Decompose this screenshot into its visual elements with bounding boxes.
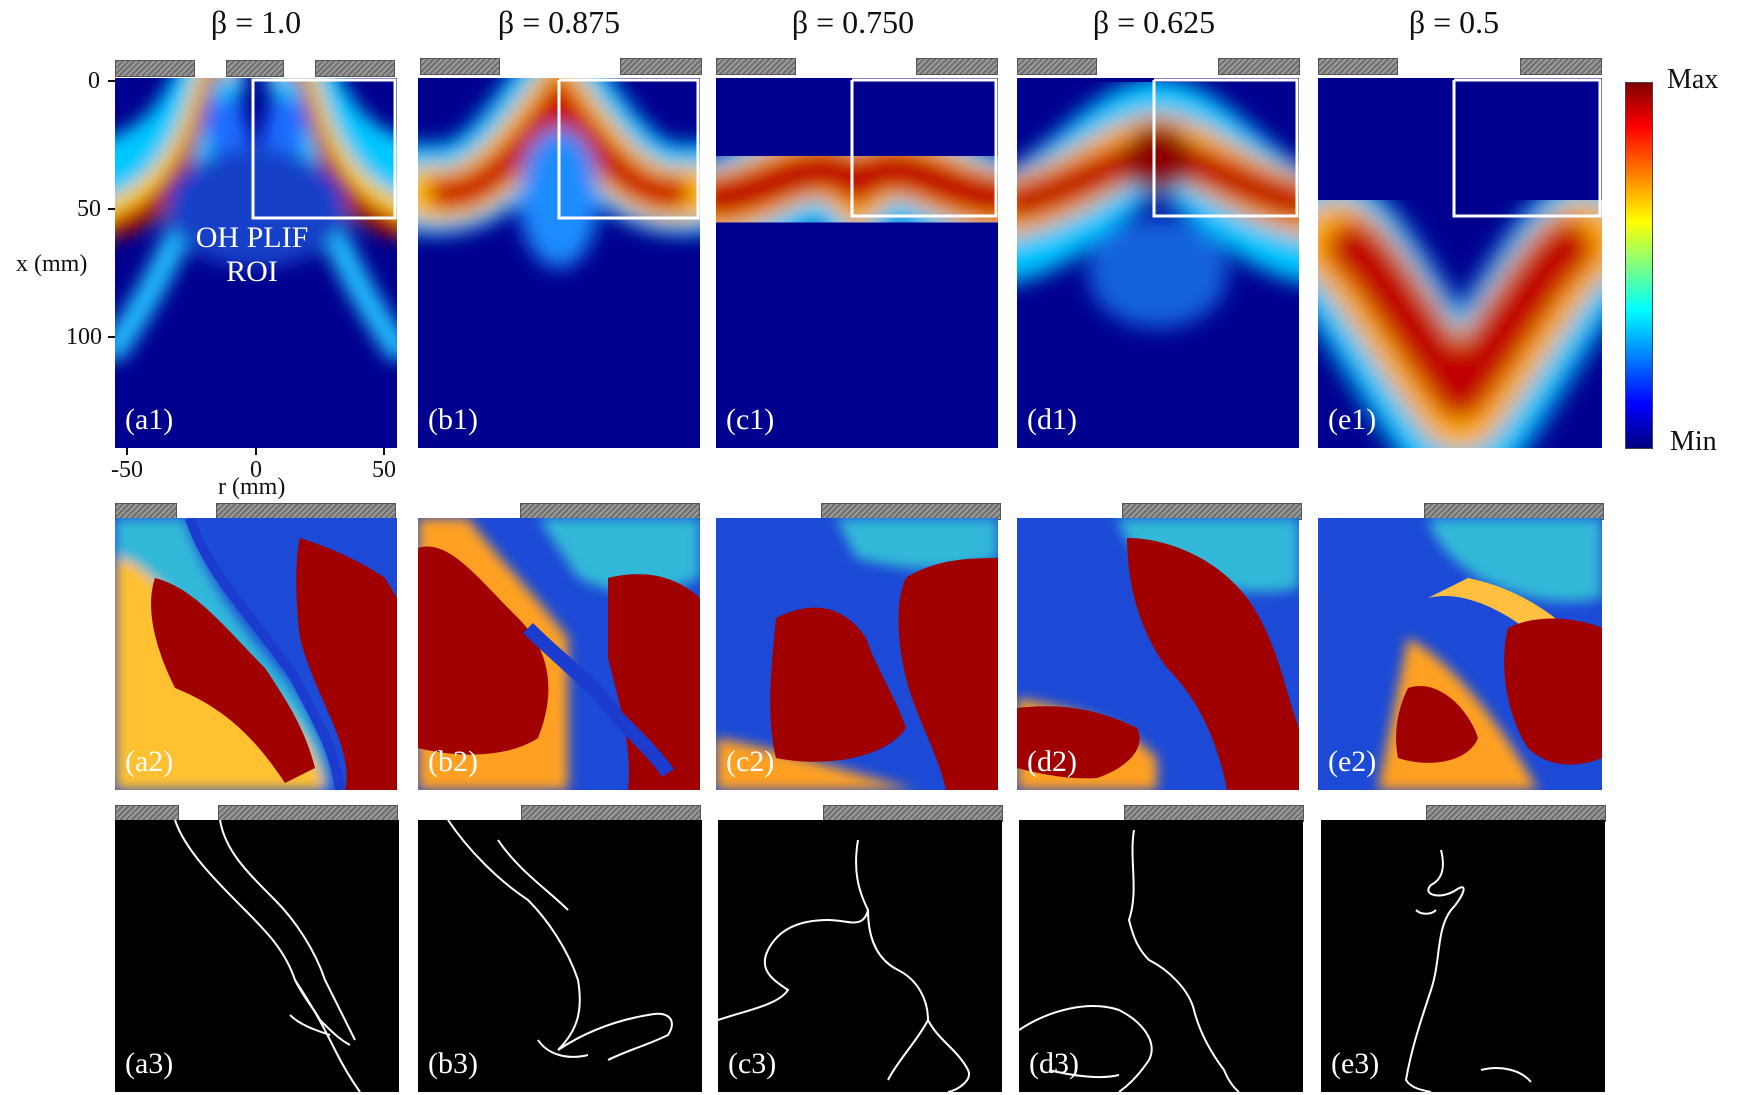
burner-bar: [315, 60, 395, 77]
panel-b3-edge-image: (b3): [418, 820, 702, 1092]
burner-bar: [1017, 58, 1097, 75]
x-tick-mark: [383, 448, 385, 455]
panel-b2-plif-image: (b2): [418, 518, 700, 790]
panel-a2-plif-image: (a2): [115, 518, 397, 790]
x-axis-label: r (mm): [218, 474, 286, 500]
panel-label-e3: (e3): [1331, 1047, 1380, 1080]
panel-label-d1: (d1): [1027, 403, 1077, 436]
x-tick-label: 50: [372, 457, 396, 483]
burner-bar: [916, 58, 998, 75]
panel-label-d2: (d2): [1027, 745, 1077, 778]
colorbar-max-label: Max: [1667, 64, 1719, 95]
burner-bar: [226, 60, 284, 77]
burner-bar: [716, 58, 796, 75]
panel-e1-average-image: (e1): [1318, 78, 1602, 448]
panel-c3-edge-image: (c3): [718, 820, 1002, 1092]
y-tick-label: 100: [66, 324, 102, 350]
panel-e3-edge-image: (e3): [1321, 820, 1605, 1092]
panel-label-c2: (c2): [726, 745, 775, 778]
panel-d1-average-image: (d1): [1017, 78, 1299, 448]
panel-label-a1: (a1): [125, 403, 174, 436]
x-tick-mark: [255, 448, 257, 455]
y-tick-label: 0: [88, 68, 100, 94]
y-tick-mark: [108, 208, 115, 210]
burner-bar: [420, 58, 500, 75]
panel-label-e2: (e2): [1328, 745, 1377, 778]
panel-d3-edge-image: (d3): [1019, 820, 1303, 1092]
y-axis-label: x (mm): [16, 251, 88, 277]
panel-a1-average-image: OH PLIF ROI (a1): [115, 78, 397, 448]
column-title-a: β = 1.0: [210, 4, 302, 40]
roi-label: OH PLIF ROI: [195, 221, 309, 288]
burner-bar: [1218, 58, 1300, 75]
panel-d2-plif-image: (d2): [1017, 518, 1299, 790]
x-tick-label: 0: [250, 457, 262, 483]
colorbar-min-label: Min: [1670, 426, 1717, 457]
column-title-d: β = 0.625: [1092, 4, 1216, 40]
burner-bar: [115, 60, 195, 77]
panel-e2-plif-image: (e2): [1318, 518, 1602, 790]
panel-label-c1: (c1): [726, 403, 775, 436]
colorbar: [1625, 82, 1653, 449]
y-tick-mark: [108, 336, 115, 338]
column-title-c: β = 0.750: [791, 4, 915, 40]
panel-label-c3: (c3): [728, 1047, 777, 1080]
panel-label-a3: (a3): [125, 1047, 174, 1080]
panel-label-b2: (b2): [428, 745, 478, 778]
burner-bar: [620, 58, 702, 75]
panel-label-b1: (b1): [428, 403, 478, 436]
burner-bar: [1318, 58, 1398, 75]
y-tick-label: 50: [77, 196, 101, 222]
column-title-b: β = 0.875: [497, 4, 621, 40]
x-tick-mark: [126, 448, 128, 455]
panel-b1-average-image: (b1): [418, 78, 700, 448]
y-tick-mark: [108, 80, 115, 82]
panel-a3-edge-image: (a3): [115, 820, 399, 1092]
panel-c2-plif-image: (c2): [716, 518, 998, 790]
x-tick-label: -50: [111, 457, 143, 483]
panel-c1-average-image: (c1): [716, 78, 998, 448]
column-title-e: β = 0.5: [1408, 4, 1500, 40]
panel-label-b3: (b3): [428, 1047, 478, 1080]
burner-bar: [1520, 58, 1602, 75]
panel-label-a2: (a2): [125, 745, 174, 778]
panel-label-d3: (d3): [1029, 1047, 1079, 1080]
panel-label-e1: (e1): [1328, 403, 1377, 436]
